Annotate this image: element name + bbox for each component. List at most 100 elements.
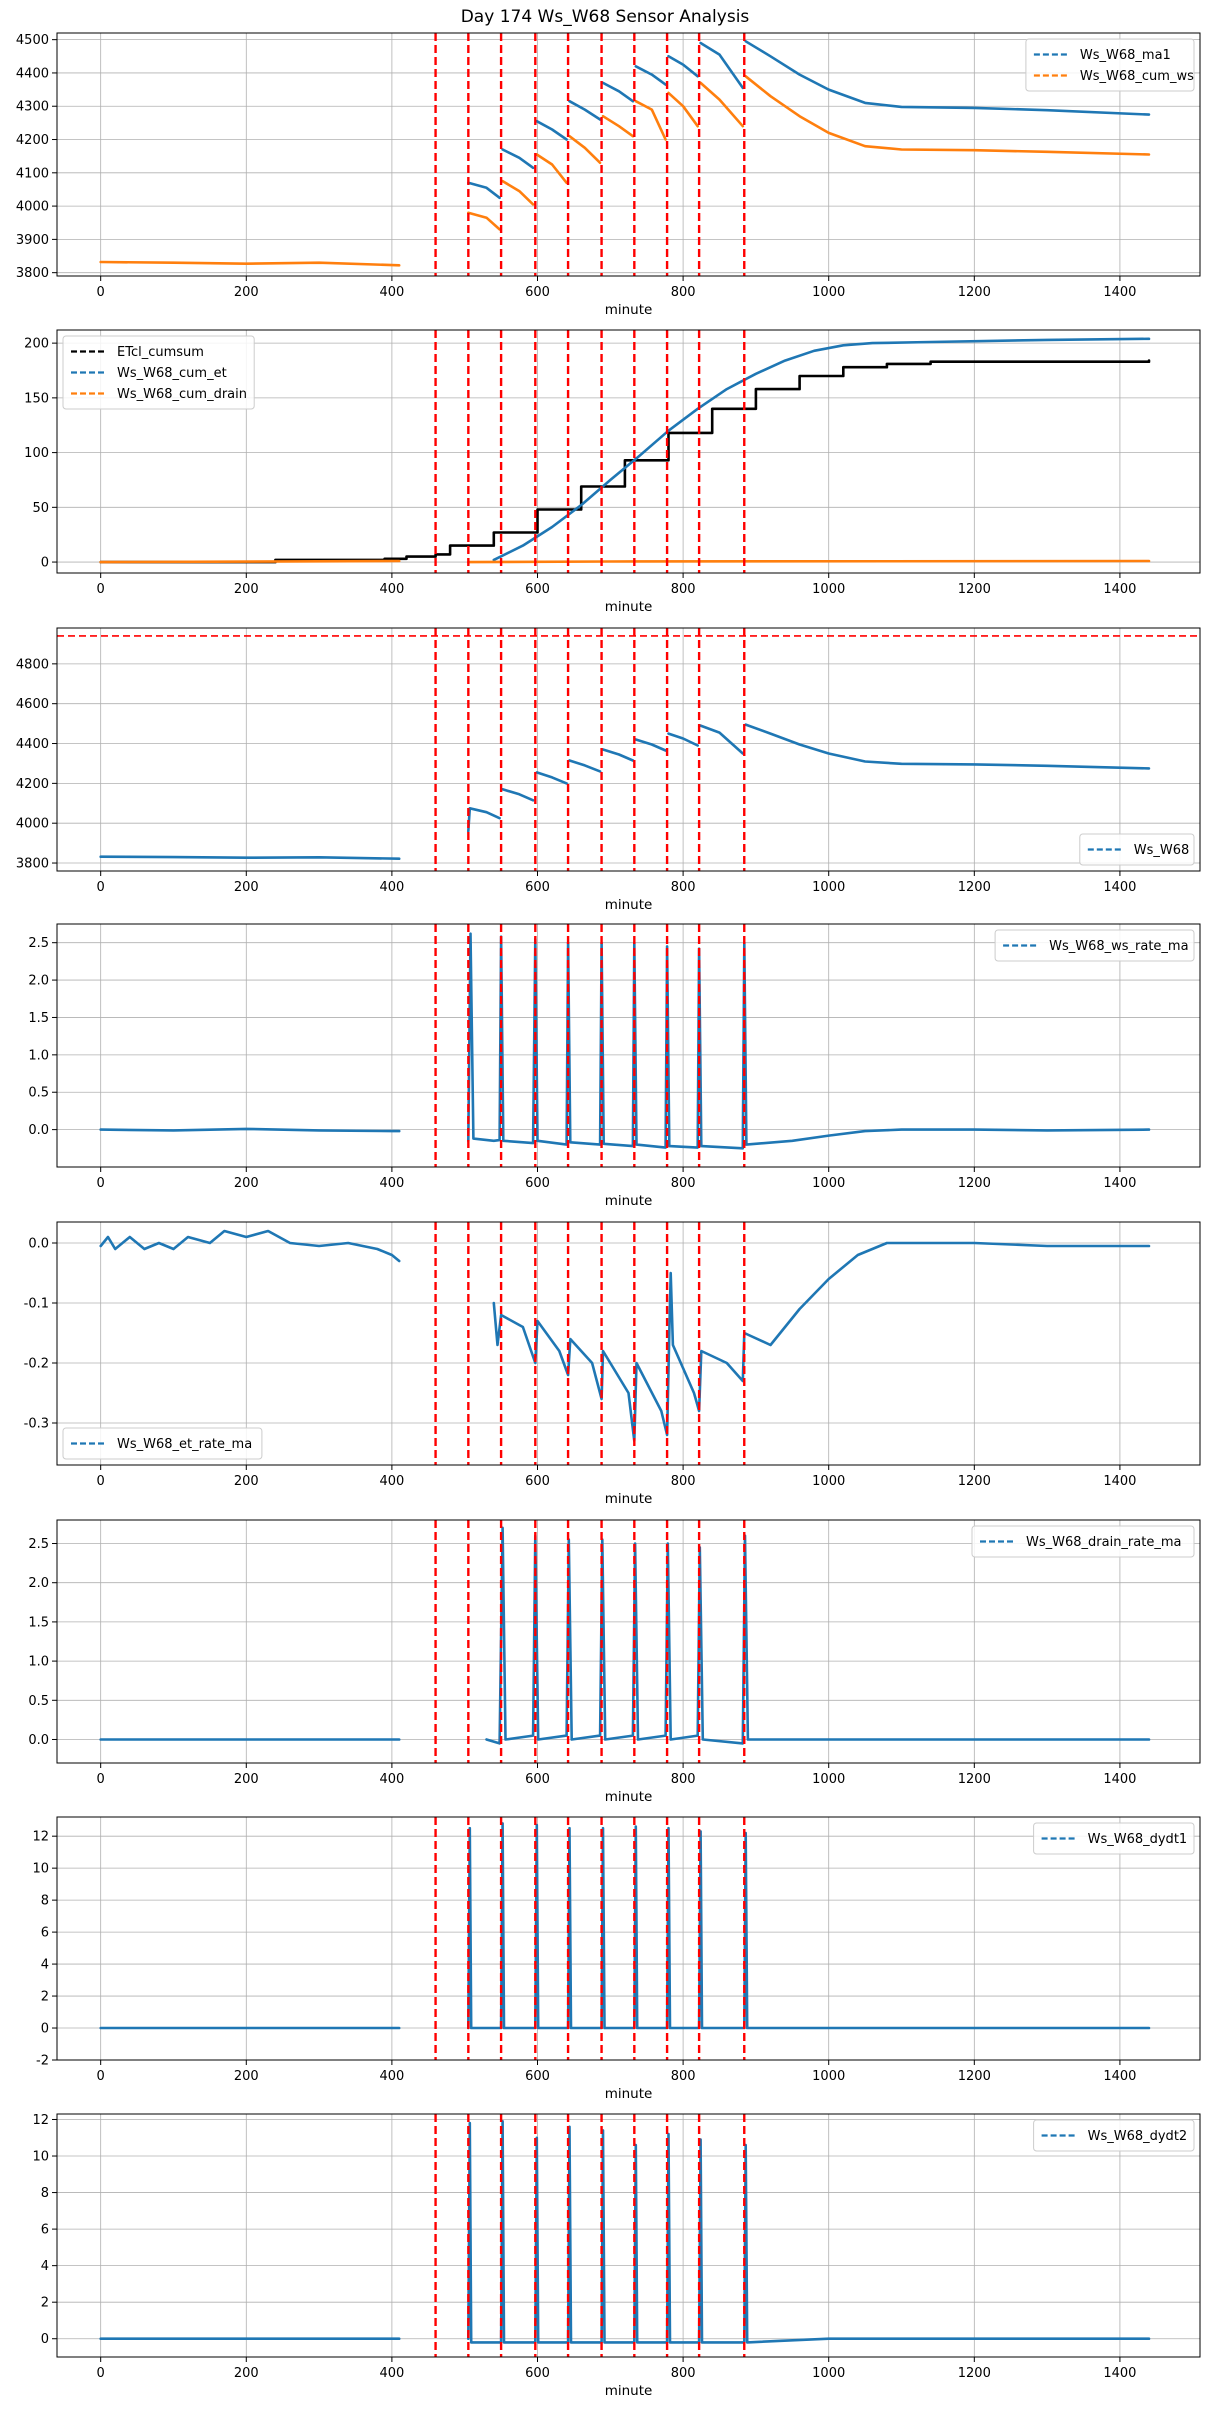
series-line-ws-w68-ws-rate-ma bbox=[99, 1127, 401, 1133]
x-tick-label: 600 bbox=[525, 1474, 550, 1489]
y-tick-label: 2.0 bbox=[28, 1576, 49, 1591]
x-tick-label: 800 bbox=[671, 2069, 696, 2084]
axes-frame bbox=[56, 1221, 1201, 1466]
plot-area bbox=[99, 33, 1151, 276]
y-tick-label: 0.5 bbox=[28, 1086, 49, 1101]
x-tick-label: 1000 bbox=[812, 2366, 845, 2381]
axes-frame bbox=[56, 32, 1201, 277]
series-line-ws-w68 bbox=[634, 738, 667, 752]
x-tick-label: 800 bbox=[671, 582, 696, 597]
y-tick-label: 200 bbox=[24, 337, 49, 352]
y-tick-label: 150 bbox=[24, 391, 49, 406]
y-tick-label: 4800 bbox=[16, 657, 49, 672]
axes-frame bbox=[56, 627, 1201, 872]
legend-label: Ws_W68_cum_et bbox=[117, 366, 227, 381]
y-tick-label: 1.5 bbox=[28, 1615, 49, 1630]
x-tick-label: 1200 bbox=[958, 2366, 991, 2381]
plot-area bbox=[99, 1817, 1151, 2060]
x-tick-label: 400 bbox=[379, 1772, 404, 1787]
y-tick-label: 12 bbox=[32, 2113, 49, 2128]
x-tick-label: 800 bbox=[671, 1772, 696, 1787]
series-line-ws-w68-cum-ws bbox=[99, 260, 401, 267]
series-line-ws-w68 bbox=[667, 732, 699, 747]
x-tick-label: 1000 bbox=[812, 2069, 845, 2084]
x-tick-label: 800 bbox=[671, 1474, 696, 1489]
x-tick-label: 800 bbox=[671, 2366, 696, 2381]
y-tick-label: 4400 bbox=[16, 737, 49, 752]
y-tick-label: 6 bbox=[41, 2223, 49, 2238]
x-tick-label: 200 bbox=[234, 1772, 259, 1787]
x-tick-label: 1200 bbox=[958, 2069, 991, 2084]
legend-label: Ws_W68_dydt2 bbox=[1088, 2129, 1188, 2144]
series-line-ws-w68-cum-ws bbox=[699, 81, 745, 128]
panels: 0 200 400 600 800 1000 1200 1400380039004000410… bbox=[16, 32, 1201, 2399]
axes-frame bbox=[56, 1519, 1201, 1764]
series-line-ws-w68 bbox=[699, 724, 745, 755]
x-axis-label: minute bbox=[605, 302, 653, 318]
x-tick-label: 0 bbox=[97, 1474, 105, 1489]
plot-area bbox=[99, 330, 1151, 573]
x-tick-label: 600 bbox=[525, 1772, 550, 1787]
legend-label: Ws_W68_cum_drain bbox=[117, 387, 247, 402]
x-tick-label: 1200 bbox=[958, 880, 991, 895]
x-tick-label: 400 bbox=[379, 2366, 404, 2381]
y-tick-label: -0.3 bbox=[24, 1417, 49, 1432]
x-tick-label: 200 bbox=[234, 2069, 259, 2084]
y-tick-label: 0 bbox=[41, 2022, 49, 2037]
chart-panel-ws-cum: 0 200 400 600 800 1000 1200 1400 3800 3900 4000 410… bbox=[16, 32, 1201, 318]
legend-frame bbox=[1033, 2119, 1195, 2152]
axes-frame bbox=[56, 2113, 1201, 2358]
y-tick-label: 6 bbox=[41, 1926, 49, 1941]
plot-area bbox=[99, 1520, 1151, 1763]
legend: Ws_W68_dydt1 bbox=[1033, 1822, 1195, 1855]
x-tick-label: 0 bbox=[97, 582, 105, 597]
x-tick-label: 200 bbox=[234, 582, 259, 597]
series-line-ws-w68 bbox=[601, 748, 635, 762]
x-tick-label: 1400 bbox=[1103, 2366, 1136, 2381]
legend-frame bbox=[62, 335, 255, 410]
y-tick-label: 8 bbox=[41, 2186, 49, 2201]
series-line-ws-w68-cum-et bbox=[492, 337, 1151, 562]
legend-frame bbox=[62, 1427, 263, 1460]
legend: Ws_W68_ws_rate_ma bbox=[994, 929, 1195, 962]
x-tick-label: 0 bbox=[97, 285, 105, 300]
series-line-ws-w68-et-rate-ma bbox=[99, 1229, 401, 1263]
y-tick-label: 4000 bbox=[16, 817, 49, 832]
y-tick-label: 4 bbox=[41, 2259, 49, 2274]
x-axis-label: minute bbox=[605, 1193, 653, 1209]
y-tick-label: 3800 bbox=[16, 857, 49, 872]
x-axis-label: minute bbox=[605, 1491, 653, 1507]
series-line-ws-w68-cum-ws bbox=[568, 134, 602, 165]
y-tick-label: -0.1 bbox=[24, 1297, 49, 1312]
y-tick-label: 1.0 bbox=[28, 1655, 49, 1670]
y-tick-label: 3900 bbox=[16, 233, 49, 248]
x-tick-label: 400 bbox=[379, 1176, 404, 1191]
x-tick-label: 0 bbox=[97, 1772, 105, 1787]
y-tick-label: 1.0 bbox=[28, 1048, 49, 1063]
legend: Ws_W68_ma1 Ws_W68_cum_ws bbox=[1025, 38, 1195, 92]
plot-area bbox=[99, 924, 1151, 1167]
series-line-ws-w68-ma1 bbox=[699, 41, 745, 90]
x-axis-label: minute bbox=[605, 897, 653, 913]
x-tick-label: 1200 bbox=[958, 582, 991, 597]
series-line-ws-w68-cum-drain bbox=[99, 559, 401, 564]
y-tick-label: 10 bbox=[32, 2150, 49, 2165]
y-tick-label: 2 bbox=[41, 1990, 49, 2005]
x-tick-label: 1400 bbox=[1103, 880, 1136, 895]
legend: ETcl_cumsum Ws_W68_cum_et Ws_W68_cum_drain bbox=[62, 335, 255, 410]
series-line-ws-w68 bbox=[535, 771, 568, 785]
series-line-ws-w68-cum-ws bbox=[501, 179, 535, 206]
y-tick-label: 0.0 bbox=[28, 1237, 49, 1252]
legend-label: ETcl_cumsum bbox=[117, 345, 204, 360]
y-tick-label: 50 bbox=[32, 501, 49, 516]
legend: Ws_W68_drain_rate_ma bbox=[971, 1525, 1195, 1558]
y-tick-label: 4400 bbox=[16, 66, 49, 81]
y-tick-label: 0 bbox=[41, 556, 49, 571]
series-line-ws-w68 bbox=[744, 723, 1151, 770]
series-line-ws-w68-cum-ws bbox=[467, 211, 501, 231]
x-tick-label: 400 bbox=[379, 880, 404, 895]
y-tick-label: 0.0 bbox=[28, 1123, 49, 1138]
plot-area bbox=[99, 2114, 1151, 2357]
series-line-ws-w68-cum-drain bbox=[467, 559, 1151, 564]
